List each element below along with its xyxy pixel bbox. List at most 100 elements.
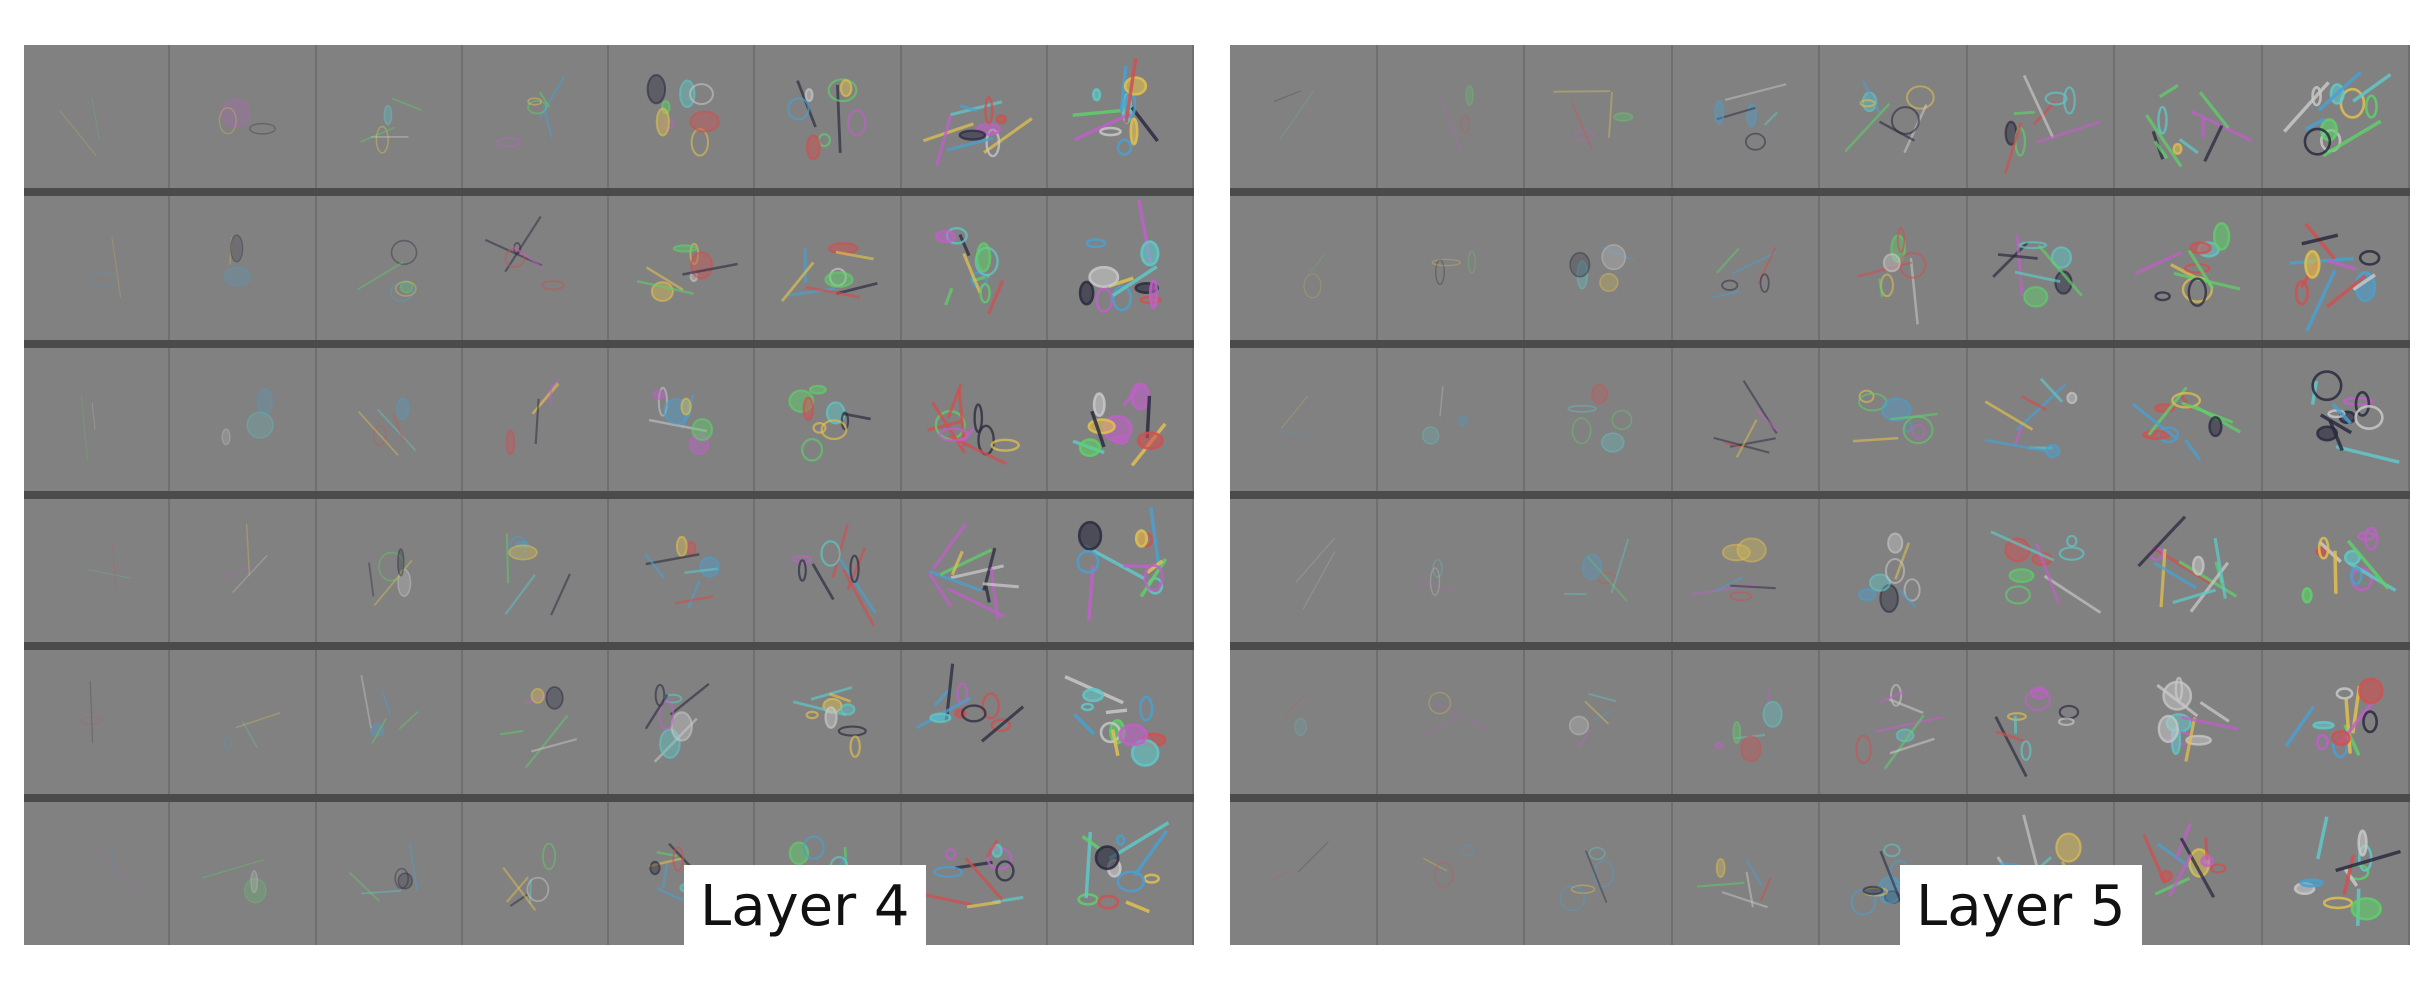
layer5-feature-cell: [1967, 650, 2115, 794]
layer4-blob: [1123, 76, 1147, 96]
layer5-stroke: [2022, 74, 2054, 139]
layer5-blob: [1715, 857, 1726, 878]
layer4-row: [24, 499, 1194, 643]
layer4-stroke: [645, 266, 684, 292]
layer4-feature-visualization: [1076, 507, 1167, 621]
layer5-blob: [2024, 689, 2051, 712]
layer4-feature-visualization: [499, 686, 577, 769]
layer4-feature-visualization: [792, 523, 877, 627]
layer5-blob: [2154, 291, 2171, 302]
layer5-blob: [1567, 404, 1597, 413]
layer5-stroke: [1853, 436, 1899, 442]
layer4-feature-visualization: [496, 75, 566, 148]
layer4-feature-visualization: [1077, 820, 1170, 913]
layer5-blob: [1858, 389, 1875, 403]
layer5-feature-visualization: [1991, 235, 2083, 308]
layer4-stroke: [805, 286, 861, 299]
layer5-feature-cell: [1230, 650, 1378, 794]
layer5-blob: [1890, 106, 1920, 135]
layer5-stroke: [1431, 702, 1488, 731]
layer4-feature-visualization: [1072, 382, 1167, 467]
layer5-feature-cell: [1820, 45, 1968, 189]
layer5-stroke: [2137, 515, 2187, 568]
layer4-blob: [928, 712, 951, 724]
layer5-blob: [2065, 534, 2077, 548]
layer5-feature-visualization: [2156, 677, 2239, 763]
layer5-stroke: [1879, 850, 1903, 904]
layer5-blob: [2294, 280, 2309, 306]
layer4-blob: [975, 242, 991, 273]
layer5-blob: [2185, 735, 2212, 747]
layer5-blob: [2171, 391, 2202, 409]
layer5-blob: [2317, 536, 2329, 560]
layer4-blob: [828, 242, 859, 255]
layer5-blob: [2029, 686, 2048, 701]
layer4-stroke: [1125, 900, 1150, 913]
layer4-stroke: [1130, 106, 1159, 143]
layer4-feature-cell: [24, 650, 171, 794]
layer4-feature-visualization: [636, 243, 738, 303]
layer5-blob: [1427, 692, 1451, 715]
layer4-stroke: [97, 849, 135, 887]
layer4-feature-cell: [609, 499, 756, 643]
layer5-feature-visualization: [1553, 90, 1634, 151]
layer5-blob: [1857, 588, 1877, 602]
layer4-stroke: [950, 550, 964, 576]
layer4-blob: [1080, 703, 1094, 712]
layer4-feature-visualization: [1072, 58, 1159, 156]
layer4-stroke: [202, 858, 265, 879]
layer5-stroke: [2334, 849, 2401, 872]
layer5-feature-cell: [1525, 45, 1673, 189]
layer5-blob: [1759, 273, 1770, 294]
layer4-stroke: [367, 562, 374, 597]
layer5-feature-cell: [1967, 196, 2115, 340]
layer4-feature-cell: [170, 196, 317, 340]
layer4-blob: [809, 384, 828, 395]
layer4-feature-cell: [462, 196, 609, 340]
layer4-feature-visualization: [224, 234, 252, 287]
layer5-blob: [2343, 549, 2361, 566]
layer4-stroke: [391, 413, 406, 444]
layer5-feature-visualization: [1431, 251, 1476, 286]
layer5-blob: [2353, 404, 2384, 430]
layer5-stroke: [2153, 140, 2169, 160]
layer4-stroke: [1110, 729, 1120, 757]
layer5-stroke: [1731, 252, 1776, 276]
layer4-feature-cell: [1047, 801, 1194, 945]
layer5-stroke: [2158, 84, 2179, 99]
layer5-feature-cell: [1967, 347, 2115, 491]
layer4-stroke: [88, 569, 131, 579]
layer4-feature-visualization: [922, 96, 1033, 166]
layer5-row: [1230, 499, 2410, 643]
layer5-stroke: [2013, 425, 2023, 445]
layer5-stroke: [1875, 716, 1944, 734]
layer4-blob: [934, 230, 957, 244]
layer5-stroke: [2327, 259, 2357, 272]
layer4-blob: [798, 559, 808, 582]
layer4-blob: [839, 79, 853, 98]
layer5-feature-visualization: [2300, 526, 2396, 604]
layer4-stroke: [950, 564, 1004, 580]
layer4-visualization-panel: Layer 4: [24, 45, 1194, 945]
layer5-stroke: [2282, 81, 2330, 133]
layer5-blob: [1613, 112, 1634, 122]
layer4-stroke: [229, 237, 233, 266]
layer4-feature-visualization: [97, 846, 135, 887]
layer5-feature-grid: [1230, 45, 2410, 945]
layer4-feature-visualization: [504, 533, 571, 616]
layer5-stroke: [2043, 574, 2101, 614]
layer5-feature-visualization: [1855, 684, 1944, 770]
layer5-feature-visualization: [1569, 244, 1635, 293]
layer5-stroke: [1898, 589, 1917, 609]
layer4-stroke: [531, 381, 559, 414]
layer5-feature-visualization: [1422, 692, 1488, 739]
layer4-blob: [838, 725, 868, 737]
layer5-stroke: [2167, 853, 2193, 897]
layer5-blob: [2358, 250, 2380, 267]
layer4-blob: [824, 706, 838, 730]
layer4-feature-cell: [462, 45, 609, 189]
layer5-stroke: [1857, 261, 1912, 278]
layer4-stroke: [391, 97, 422, 112]
layer4-blob: [496, 137, 521, 148]
layer4-stroke: [934, 114, 952, 166]
